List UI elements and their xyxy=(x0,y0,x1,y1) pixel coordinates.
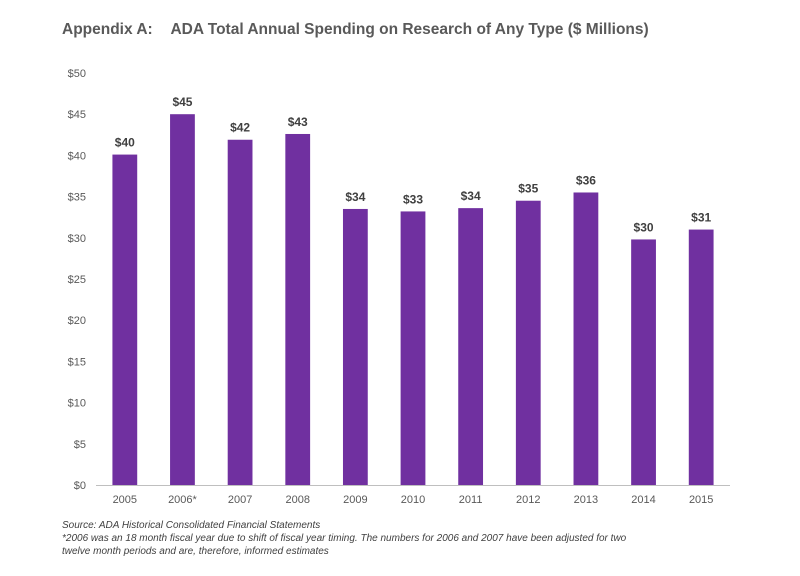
data-label: $42 xyxy=(230,121,250,135)
data-label: $30 xyxy=(634,220,654,234)
data-label: $36 xyxy=(576,173,596,187)
y-tick-label: $25 xyxy=(68,274,86,286)
y-tick-label: $35 xyxy=(68,192,86,204)
x-tick-label: 2008 xyxy=(285,494,309,506)
data-label: $35 xyxy=(518,182,538,196)
y-tick-label: $40 xyxy=(68,150,86,162)
y-tick-label: $5 xyxy=(74,439,86,451)
bar xyxy=(573,192,599,486)
y-tick-label: $45 xyxy=(68,109,86,121)
y-tick-label: $20 xyxy=(68,315,86,327)
bar xyxy=(688,229,714,485)
y-tick-label: $10 xyxy=(68,398,86,410)
data-label: $33 xyxy=(403,192,423,206)
bar xyxy=(170,114,195,485)
data-label: $43 xyxy=(288,115,308,129)
x-tick-label: 2005 xyxy=(113,494,137,506)
y-tick-label: $30 xyxy=(68,233,86,245)
source-note: Source: ADA Historical Consolidated Fina… xyxy=(62,520,321,531)
bar xyxy=(515,200,541,485)
chart-title-prefix: Appendix A: xyxy=(62,21,153,38)
chart-title-main: ADA Total Annual Spending on Research of… xyxy=(170,21,649,38)
y-tick-label: $15 xyxy=(68,356,86,368)
x-tick-label: 2010 xyxy=(401,494,425,506)
y-tick-label: $50 xyxy=(68,68,86,80)
bar xyxy=(631,239,656,485)
footnote-line-2: twelve month periods and are, therefore,… xyxy=(62,546,329,557)
x-tick-label: 2006* xyxy=(168,494,197,506)
data-label: $34 xyxy=(461,189,481,203)
chart-title: Appendix A: ADA Total Annual Spending on… xyxy=(62,21,782,39)
footnote-line-1: *2006 was an 18 month fiscal year due to… xyxy=(62,533,627,544)
x-tick-label: 2012 xyxy=(516,494,540,506)
data-label: $34 xyxy=(345,190,365,204)
x-tick-label: 2007 xyxy=(228,494,252,506)
x-tick-label: 2014 xyxy=(631,494,655,506)
y-tick-label: $0 xyxy=(74,480,86,492)
x-tick-label: 2015 xyxy=(689,494,713,506)
x-tick-label: 2011 xyxy=(459,494,483,506)
x-tick-label: 2009 xyxy=(343,494,367,506)
bar xyxy=(285,133,311,485)
data-label: $40 xyxy=(115,136,135,150)
x-tick-label: 2013 xyxy=(574,494,598,506)
bar xyxy=(400,211,426,485)
data-label: $31 xyxy=(691,211,711,225)
bar xyxy=(227,139,253,485)
bar xyxy=(458,208,484,486)
bar xyxy=(342,208,368,485)
bar xyxy=(112,154,138,486)
data-label: $45 xyxy=(172,95,192,109)
